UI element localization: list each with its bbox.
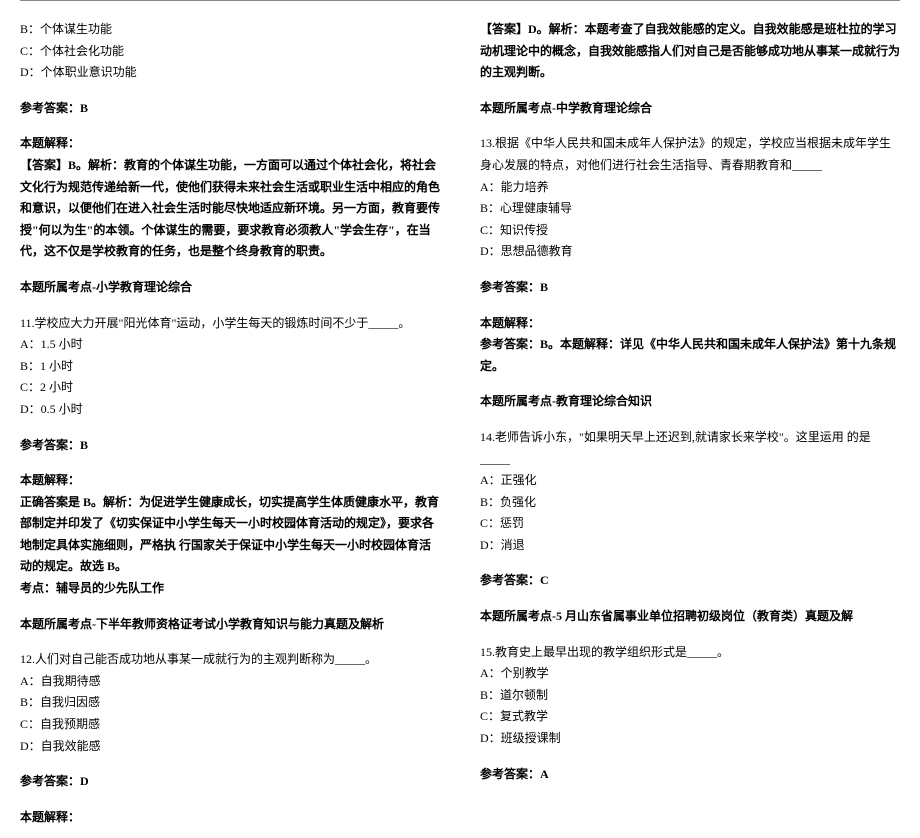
- q-top-options: B：个体谋生功能 C：个体社会化功能 D：个体职业意识功能: [20, 19, 440, 84]
- q11-topic: 本题所属考点-下半年教师资格证考试小学教育知识与能力真题及解析: [20, 614, 440, 636]
- q11-b: B：1 小时: [20, 356, 440, 378]
- q15-stem: 15.教育史上最早出现的教学组织形式是_____。: [480, 642, 900, 664]
- q11-c: C：2 小时: [20, 377, 440, 399]
- q15-c: C：复式教学: [480, 706, 900, 728]
- answer-label: 参考答案：B: [20, 98, 440, 120]
- q13-explain-label: 本题解释：: [480, 313, 900, 335]
- q12-explain-label: 本题解释：: [20, 807, 440, 829]
- q13-d: D：思想品德教育: [480, 241, 900, 263]
- q13-explain-block: 本题解释： 参考答案：B。本题解释：详见《中华人民共和国未成年人保护法》第十九条…: [480, 313, 900, 378]
- q12-topic: 本题所属考点-中学教育理论综合: [480, 98, 900, 120]
- q12: 12.人们对自己能否成功地从事某一成就行为的主观判断称为_____。 A：自我期…: [20, 649, 440, 757]
- q13-answer: 参考答案：B: [480, 277, 900, 299]
- q14-a: A：正强化: [480, 470, 900, 492]
- q13-explain-text: 参考答案：B。本题解释：详见《中华人民共和国未成年人保护法》第十九条规定。: [480, 334, 900, 377]
- topic-label: 本题所属考点-小学教育理论综合: [20, 277, 440, 299]
- q12-d: D：自我效能感: [20, 736, 440, 758]
- opt-c: C：个体社会化功能: [20, 41, 440, 63]
- q11-stem: 11.学校应大力开展"阳光体育"运动，小学生每天的锻炼时间不少于_____。: [20, 313, 440, 335]
- q12-answer: 参考答案：D: [20, 771, 440, 793]
- q11-explain-label: 本题解释：: [20, 470, 440, 492]
- right-column: 【答案】D。解析：本题考查了自我效能感的定义。自我效能感是班杜拉的学习动机理论中…: [480, 19, 900, 828]
- explain-block: 本题解释： 【答案】B。解析：教育的个体谋生功能，一方面可以通过个体社会化，将社…: [20, 133, 440, 263]
- q15-d: D：班级授课制: [480, 728, 900, 750]
- q14: 14.老师告诉小东，"如果明天早上还迟到,就请家长来学校"。这里运用 的是___…: [480, 427, 900, 557]
- opt-d: D：个体职业意识功能: [20, 62, 440, 84]
- q11-a: A：1.5 小时: [20, 334, 440, 356]
- explain-text: 【答案】B。解析：教育的个体谋生功能，一方面可以通过个体社会化，将社会文化行为规…: [20, 155, 440, 263]
- q13-stem: 13.根据《中华人民共和国未成年人保护法》的规定，学校应当根据未成年学生身心发展…: [480, 133, 900, 176]
- q13-a: A：能力培养: [480, 177, 900, 199]
- q13: 13.根据《中华人民共和国未成年人保护法》的规定，学校应当根据未成年学生身心发展…: [480, 133, 900, 263]
- q14-stem: 14.老师告诉小东，"如果明天早上还迟到,就请家长来学校"。这里运用 的是___…: [480, 427, 900, 470]
- q11-explain-block: 本题解释： 正确答案是 B。解析：为促进学生健康成长，切实提高学生体质健康水平，…: [20, 470, 440, 600]
- q14-c: C：惩罚: [480, 513, 900, 535]
- q11: 11.学校应大力开展"阳光体育"运动，小学生每天的锻炼时间不少于_____。 A…: [20, 313, 440, 421]
- q13-topic: 本题所属考点-教育理论综合知识: [480, 391, 900, 413]
- q15-a: A：个别教学: [480, 663, 900, 685]
- q12-c: C：自我预期感: [20, 714, 440, 736]
- q15-answer: 参考答案：A: [480, 764, 900, 786]
- q11-d: D：0.5 小时: [20, 399, 440, 421]
- left-column: B：个体谋生功能 C：个体社会化功能 D：个体职业意识功能 参考答案：B 本题解…: [20, 19, 440, 828]
- q13-c: C：知识传授: [480, 220, 900, 242]
- opt-b: B：个体谋生功能: [20, 19, 440, 41]
- q13-b: B：心理健康辅导: [480, 198, 900, 220]
- q12-a: A：自我期待感: [20, 671, 440, 693]
- q14-topic: 本题所属考点-5 月山东省属事业单位招聘初级岗位（教育类）真题及解: [480, 606, 900, 628]
- q12-explain-text: 【答案】D。解析：本题考查了自我效能感的定义。自我效能感是班杜拉的学习动机理论中…: [480, 19, 900, 84]
- q14-b: B：负强化: [480, 492, 900, 514]
- q15-b: B：道尔顿制: [480, 685, 900, 707]
- q12-b: B：自我归因感: [20, 692, 440, 714]
- q15: 15.教育史上最早出现的教学组织形式是_____。 A：个别教学 B：道尔顿制 …: [480, 642, 900, 750]
- q11-explain-text: 正确答案是 B。解析：为促进学生健康成长，切实提高学生体质健康水平，教育部制定并…: [20, 492, 440, 578]
- q11-point: 考点：辅导员的少先队工作: [20, 578, 440, 600]
- q14-d: D：消退: [480, 535, 900, 557]
- q12-stem: 12.人们对自己能否成功地从事某一成就行为的主观判断称为_____。: [20, 649, 440, 671]
- q11-answer: 参考答案：B: [20, 435, 440, 457]
- explain-label: 本题解释：: [20, 133, 440, 155]
- q14-answer: 参考答案：C: [480, 570, 900, 592]
